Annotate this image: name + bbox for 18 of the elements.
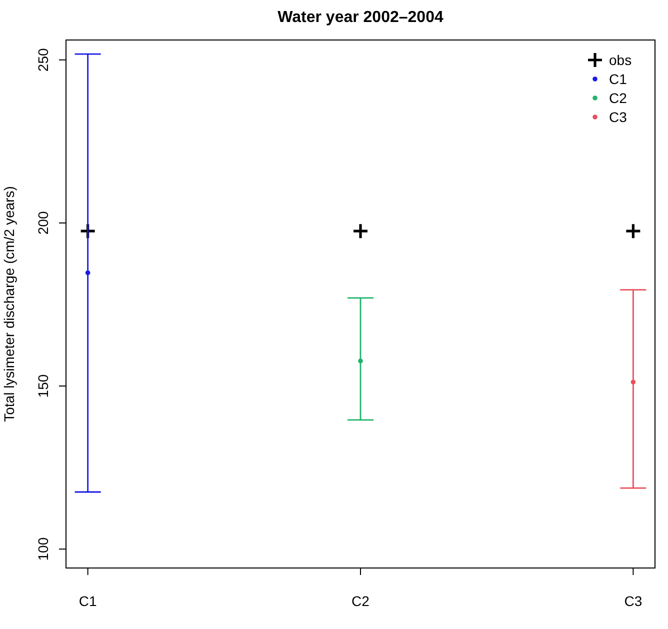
x-tick-label: C3: [624, 593, 642, 609]
legend-label: C3: [609, 109, 628, 125]
point: [630, 380, 636, 385]
point: [352, 222, 369, 240]
y-tick-label: 200: [35, 211, 51, 235]
legend-label: C2: [609, 90, 628, 106]
y-axis-title: Total lysimeter discharge (cm/2 years): [1, 186, 17, 422]
legend-label: C1: [609, 71, 628, 87]
y-tick-label: 100: [35, 537, 51, 561]
chart-title: Water year 2002–2004: [278, 9, 444, 26]
y-tick-label: 150: [35, 374, 51, 398]
y-tick-label: 250: [35, 48, 51, 72]
point: [624, 222, 642, 240]
point: [85, 270, 90, 276]
legend-label: obs: [609, 52, 632, 68]
x-tick-label: C2: [352, 593, 370, 609]
x-tick-label: C1: [78, 593, 97, 609]
point: [358, 358, 363, 364]
